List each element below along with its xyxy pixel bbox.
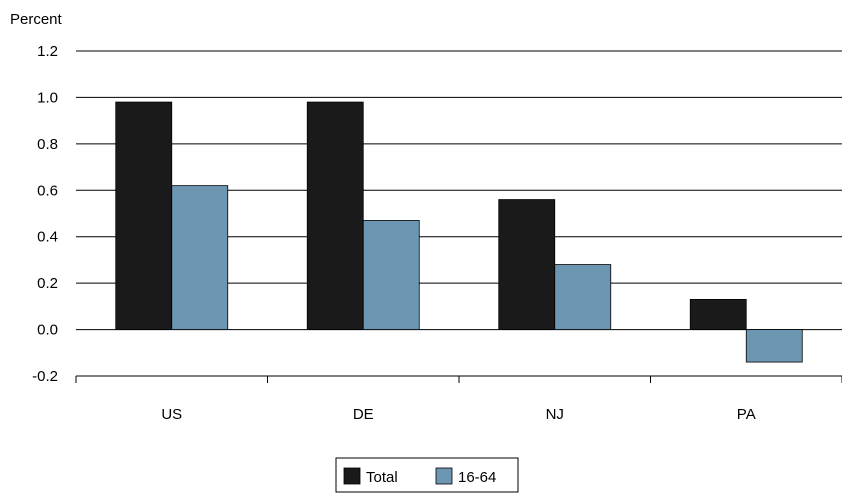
bar-16-64-de [362, 220, 420, 330]
x-tick-label: DE [353, 406, 374, 423]
bar-total-pa [689, 298, 747, 330]
bar-total-de [306, 101, 364, 330]
bar-16-64-pa [745, 329, 803, 363]
legend: Total 16-64 [335, 457, 519, 493]
bar-total-nj [498, 199, 556, 330]
x-tick-label: PA [737, 406, 756, 423]
x-tick-labels: US DE NJ PA [161, 406, 755, 423]
x-tick-label: NJ [546, 406, 564, 423]
legend-swatch-total [343, 467, 361, 485]
bar-total-us [115, 101, 173, 330]
legend-label: Total [366, 469, 398, 486]
y-axis-label: Percent [10, 11, 63, 28]
y-tick-label: 1.0 [37, 89, 58, 106]
x-axis [75, 376, 842, 383]
legend-swatch-16-64 [435, 467, 453, 485]
legend-box [335, 457, 519, 493]
x-tick-label: US [161, 406, 182, 423]
bars [115, 101, 803, 363]
y-tick-label: 0.4 [37, 229, 58, 246]
y-tick-label: 0.6 [37, 182, 58, 199]
y-tick-label: 0.8 [37, 136, 58, 153]
y-tick-label: 1.2 [37, 43, 58, 60]
legend-label: 16-64 [458, 469, 496, 486]
bar-16-64-nj [554, 264, 612, 330]
bar-16-64-us [171, 185, 229, 330]
y-tick-label: 0.0 [37, 322, 58, 339]
y-tick-label: -0.2 [32, 368, 58, 385]
y-tick-label: 0.2 [37, 275, 58, 292]
y-tick-labels: 1.2 1.0 0.8 0.6 0.4 0.2 0.0 -0.2 [32, 43, 58, 385]
